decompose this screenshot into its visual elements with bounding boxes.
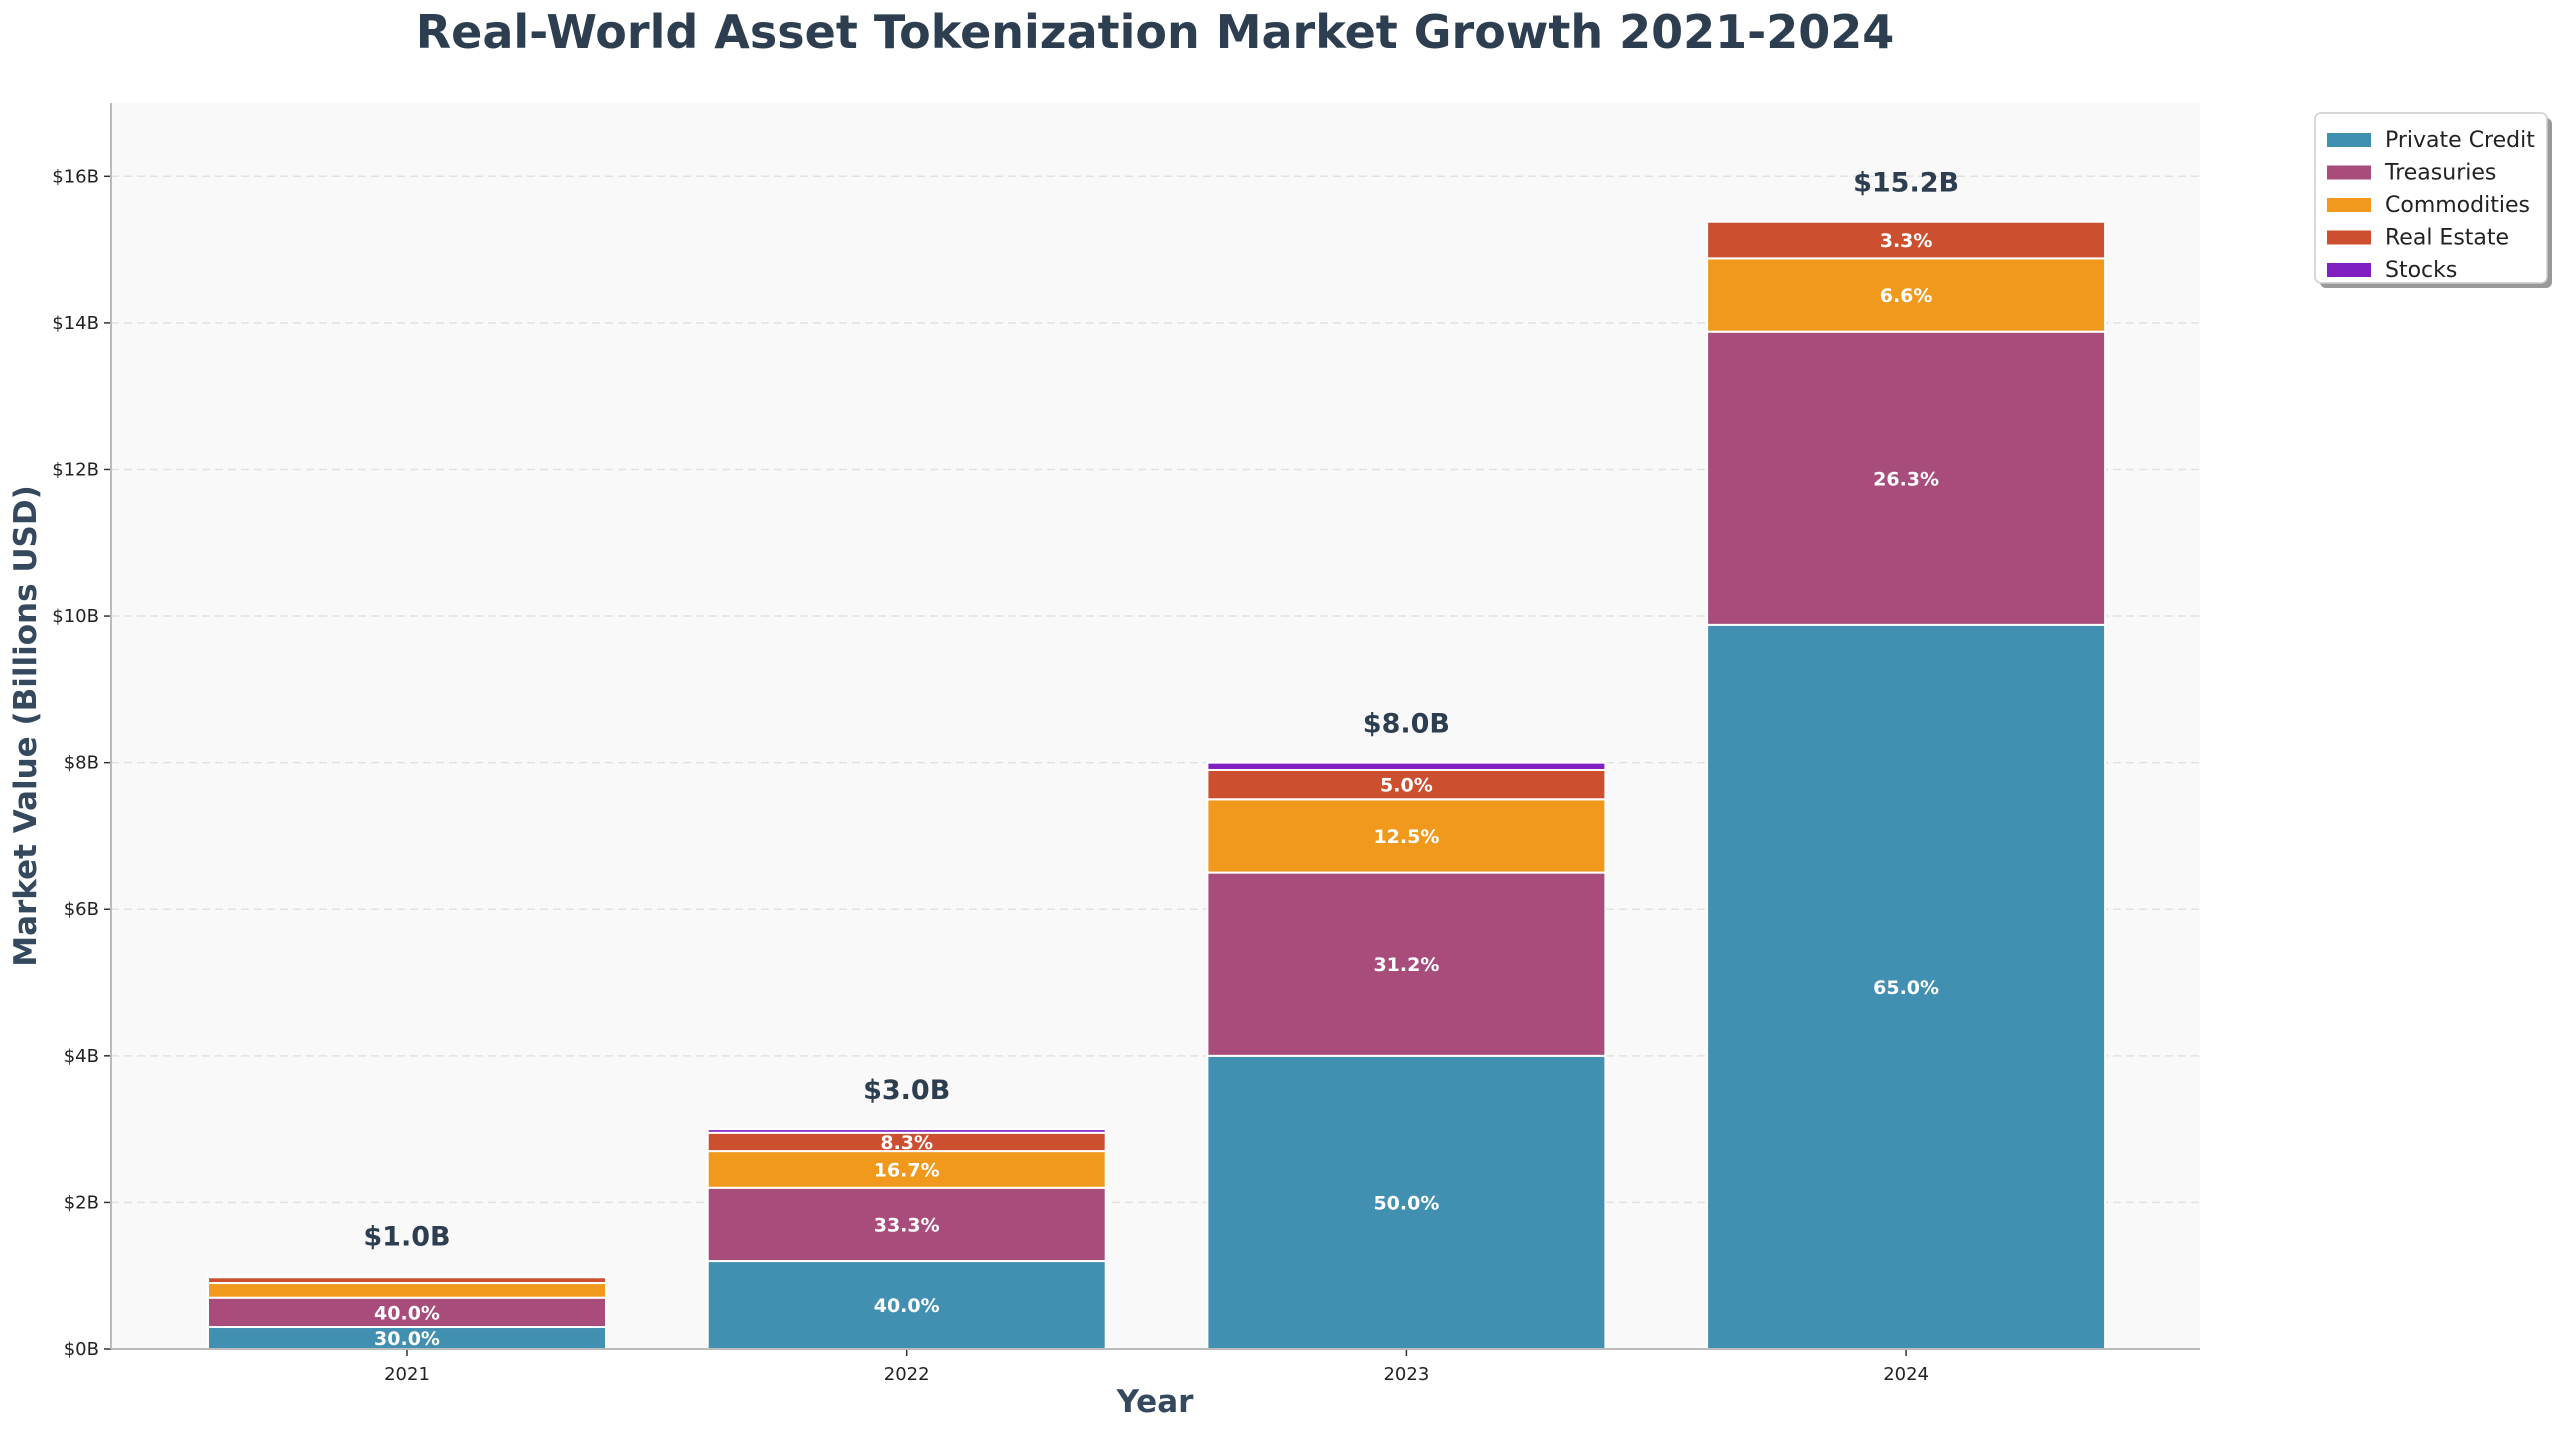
bar-segment <box>1206 761 1607 771</box>
segment-label: 40.0% <box>374 1302 440 1324</box>
bar-segment <box>207 1296 607 1329</box>
bar-segment <box>207 1282 607 1299</box>
gridlines <box>111 175 2200 1204</box>
legend-swatch <box>2327 165 2371 180</box>
legend-swatch <box>2327 198 2371 212</box>
segment-label: 8.3% <box>880 1132 933 1154</box>
segment-label: 26.3% <box>1873 468 1939 490</box>
y-tick-label: $6B <box>64 899 99 920</box>
legend-box <box>2314 112 2548 284</box>
y-tick-label: $8B <box>64 753 99 774</box>
y-axis: $0B $2B $4B $6B $8B $10B $12B $14B $16B <box>52 166 111 1360</box>
bar-segment <box>706 1186 1107 1263</box>
y-tick-label: $2B <box>64 1192 99 1213</box>
bar-segment <box>1706 257 2107 333</box>
legend-label: Treasuries <box>2384 161 2496 186</box>
legend-swatch <box>2327 263 2371 277</box>
legend-swatch <box>2327 230 2371 245</box>
legend-label: Real Estate <box>2385 226 2509 251</box>
bar-segment <box>1206 1054 1607 1350</box>
total-label: $15.2B <box>1853 168 1959 199</box>
y-tick-label: $0B <box>64 1339 99 1360</box>
segment-label: 30.0% <box>374 1328 440 1350</box>
y-tick-label: $4B <box>64 1046 99 1067</box>
bar-segment <box>1206 768 1607 801</box>
y-tick-label: $16B <box>52 166 99 187</box>
bar-segment <box>1706 330 2107 626</box>
y-axis-label: Market Value (Billions USD) <box>8 485 44 967</box>
legend: Private Credit Treasuries Commodities Real … <box>2314 112 2552 288</box>
x-tick-label: 2023 <box>1383 1364 1429 1385</box>
bar-segment <box>1206 871 1607 1057</box>
x-axis-label: Year <box>1116 1384 1195 1420</box>
segment-label: 5.0% <box>1380 775 1433 797</box>
segment-label: 6.6% <box>1880 285 1933 307</box>
x-tick-label: 2024 <box>1883 1364 1929 1385</box>
bar-segment <box>1706 220 2107 260</box>
x-axis: 2021 2022 2023 2024 <box>384 1349 1929 1385</box>
segment-label: 40.0% <box>874 1295 940 1317</box>
legend-label: Private Credit <box>2385 128 2535 153</box>
legend-swatch <box>2327 133 2371 147</box>
y-tick-label: $12B <box>52 459 99 480</box>
bar-segment <box>1706 623 2107 1350</box>
bar-segment <box>706 1150 1107 1189</box>
bar-segment <box>706 1260 1107 1351</box>
segment-label: 3.3% <box>1880 230 1933 252</box>
bar-segment <box>1206 798 1607 874</box>
chart-title: Real-World Asset Tokenization Market Gro… <box>416 5 1895 59</box>
segment-label: 65.0% <box>1873 977 1939 999</box>
bars: 30.0% 40.0% $1.0B 40.0% 33.3% 16.7% 8.3% $3.0B 5… <box>207 168 2107 1351</box>
bar-segment <box>706 1128 1107 1134</box>
bar-segment <box>207 1274 607 1279</box>
segment-label: 33.3% <box>874 1214 940 1236</box>
legend-label: Stocks <box>2385 258 2457 283</box>
y-tick-label: $14B <box>52 313 99 334</box>
total-label: $8.0B <box>1363 709 1450 740</box>
segment-label: 12.5% <box>1373 826 1439 848</box>
y-tick-label: $10B <box>52 606 99 627</box>
segment-label: 16.7% <box>874 1159 940 1181</box>
segment-label: 50.0% <box>1373 1192 1439 1214</box>
segment-label: 31.2% <box>1373 954 1439 976</box>
total-label: $3.0B <box>863 1075 950 1106</box>
x-tick-label: 2022 <box>884 1364 930 1385</box>
legend-label: Commodities <box>2385 193 2530 218</box>
total-label: $1.0B <box>363 1222 450 1253</box>
x-tick-label: 2021 <box>384 1364 430 1385</box>
